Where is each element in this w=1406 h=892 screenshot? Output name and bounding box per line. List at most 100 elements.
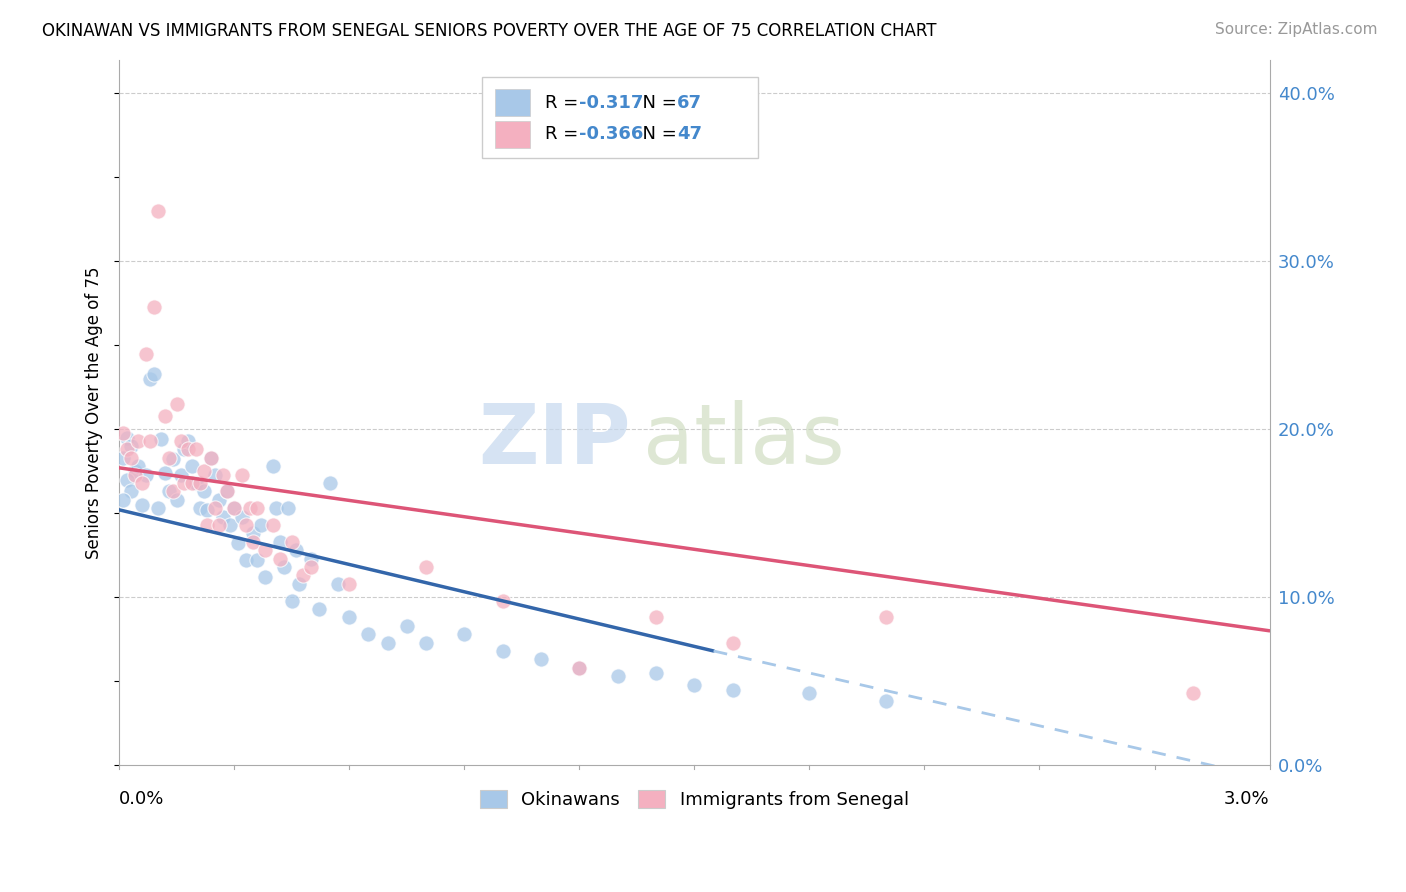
Point (568, 661, 591, 675)
Text: OKINAWAN VS IMMIGRANTS FROM SENEGAL SENIORS POVERTY OVER THE AGE OF 75 CORRELATI: OKINAWAN VS IMMIGRANTS FROM SENEGAL SENI… (42, 22, 936, 40)
Point (204, 467, 226, 482)
Point (169, 467, 191, 482)
Point (288, 576, 311, 591)
Point (262, 518, 284, 533)
Point (239, 501, 262, 516)
Point (169, 434, 191, 448)
Point (177, 442, 200, 457)
Point (299, 551, 322, 566)
Point (127, 459, 149, 474)
FancyBboxPatch shape (495, 121, 530, 148)
Point (184, 475, 207, 490)
Point (208, 492, 231, 507)
Point (211, 467, 233, 482)
Point (492, 593, 515, 607)
Point (645, 610, 668, 624)
Point (253, 543, 276, 558)
Point (568, 661, 591, 675)
Point (173, 442, 195, 457)
Point (135, 467, 157, 482)
Point (197, 518, 219, 533)
Point (606, 669, 628, 683)
Point (246, 501, 269, 516)
Point (197, 503, 219, 517)
Point (127, 434, 149, 448)
Point (120, 439, 142, 453)
Point (155, 409, 177, 423)
Point (377, 635, 399, 649)
FancyBboxPatch shape (482, 78, 758, 159)
Point (124, 467, 146, 482)
Point (112, 492, 135, 507)
Point (146, 203, 169, 218)
Point (115, 442, 138, 457)
Text: 67: 67 (678, 94, 702, 112)
Point (242, 526, 264, 541)
Point (200, 450, 222, 465)
Text: -0.317: -0.317 (579, 94, 644, 112)
Point (1181, 686, 1204, 700)
Point (157, 450, 180, 465)
Point (337, 576, 360, 591)
Point (308, 602, 330, 616)
Point (200, 450, 222, 465)
Point (415, 560, 437, 574)
Point (155, 466, 177, 480)
Point (415, 635, 437, 649)
Point (142, 300, 165, 314)
Point (124, 464, 146, 478)
Point (150, 432, 173, 446)
Point (875, 610, 897, 624)
Point (799, 686, 821, 700)
Point (146, 501, 169, 516)
Point (299, 560, 322, 574)
Point (208, 518, 231, 533)
Point (235, 518, 257, 533)
Point (246, 553, 269, 567)
Text: 47: 47 (678, 126, 702, 144)
Point (115, 473, 138, 487)
Point (721, 635, 744, 649)
Point (262, 459, 284, 474)
Point (273, 560, 295, 574)
Point (721, 682, 744, 697)
Point (224, 501, 246, 516)
Point (269, 534, 291, 549)
Point (120, 450, 142, 465)
Point (211, 509, 233, 524)
Point (319, 475, 342, 490)
Point (166, 492, 188, 507)
Text: 0.0%: 0.0% (120, 790, 165, 808)
Point (177, 434, 200, 448)
Point (157, 484, 180, 499)
Point (135, 346, 157, 360)
Point (266, 501, 288, 516)
Point (188, 501, 211, 516)
Point (166, 397, 188, 411)
Point (184, 442, 207, 457)
Point (281, 534, 304, 549)
Text: R =: R = (546, 126, 583, 144)
Point (337, 610, 360, 624)
FancyBboxPatch shape (495, 89, 530, 116)
Point (131, 475, 153, 490)
Point (231, 467, 253, 482)
Point (281, 593, 304, 607)
Point (530, 652, 553, 666)
Point (193, 464, 215, 478)
Point (875, 694, 897, 708)
Point (115, 431, 138, 445)
Point (181, 475, 204, 490)
Point (226, 536, 249, 550)
Point (162, 452, 184, 467)
Point (219, 518, 242, 533)
Text: R =: R = (546, 94, 583, 112)
Point (188, 475, 211, 490)
Text: Source: ZipAtlas.com: Source: ZipAtlas.com (1215, 22, 1378, 37)
Point (193, 484, 215, 499)
Point (215, 484, 238, 499)
Text: N =: N = (631, 94, 683, 112)
Point (645, 665, 668, 680)
Point (181, 459, 204, 474)
Text: atlas: atlas (643, 401, 845, 481)
